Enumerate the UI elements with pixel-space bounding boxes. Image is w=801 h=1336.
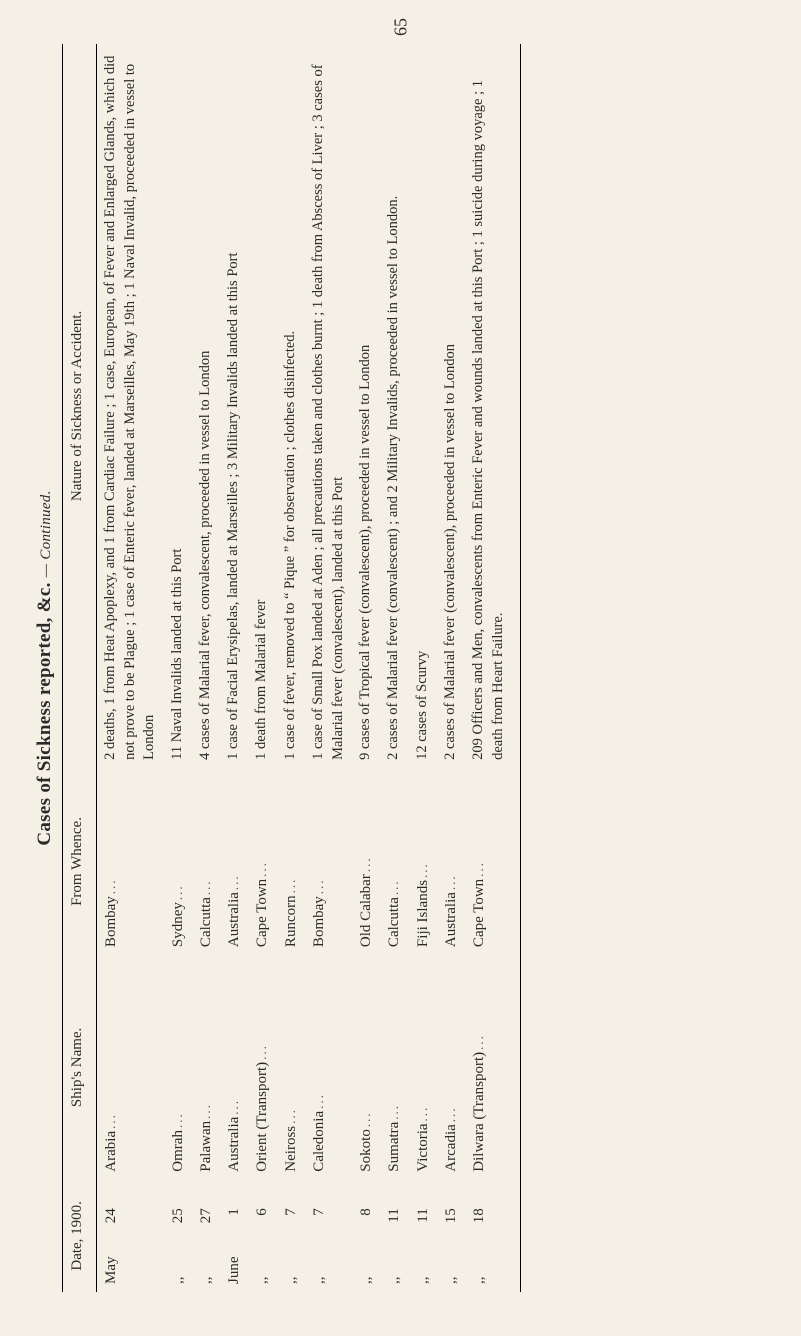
- date-month: ,,: [469, 1236, 489, 1284]
- cell-date: ,, 11: [409, 1180, 437, 1292]
- date-day: 24: [101, 1208, 121, 1232]
- date-month: ,,: [309, 1236, 329, 1284]
- date-day: 18: [469, 1208, 489, 1232]
- cell-nature: 1 case of Small Pox landed at Aden ; all…: [305, 44, 352, 768]
- table-row: ,, 6 Orient (Transport) Cape Town 1 deat…: [248, 44, 276, 1292]
- cell-whence: Australia: [437, 768, 465, 955]
- cell-nature: 1 case of fever, removed to “ Pique ” fo…: [277, 44, 305, 768]
- cell-nature: 2 cases of Malarial fever (convalescent)…: [380, 44, 408, 768]
- date-month: ,,: [252, 1236, 272, 1284]
- cell-date: ,, 7: [305, 1180, 352, 1292]
- header-whence: From Whence.: [63, 768, 97, 955]
- date-day: 8: [356, 1208, 376, 1232]
- date-day: 11: [413, 1208, 433, 1232]
- table-row: ,, 18 Dilwara (Transport) Cape Town 209 …: [465, 44, 512, 1292]
- date-day: 11: [384, 1208, 404, 1232]
- page-number: 65: [390, 18, 411, 36]
- cell-nature: 209 Officers and Men, convalescents from…: [465, 44, 512, 768]
- date-month: June: [224, 1236, 244, 1284]
- cell-ship: Dilwara (Transport): [465, 955, 512, 1180]
- cell-whence: Cape Town: [248, 768, 276, 955]
- table-row: ,, 7 Caledonia Bombay 1 case of Small Po…: [305, 44, 352, 1292]
- cell-date: ,, 18: [465, 1180, 512, 1292]
- cell-ship: Sumatra: [380, 955, 408, 1180]
- header-nature: Nature of Sickness or Accident.: [63, 44, 97, 768]
- title-row: Cases of Sickness reported, &c. — Contin…: [34, 44, 56, 1292]
- cell-whence: Bombay: [97, 768, 164, 955]
- date-day: 1: [224, 1208, 244, 1232]
- cell-date: ,, 7: [277, 1180, 305, 1292]
- table-row: May 24 Arabia Bombay 2 deaths, 1 from He…: [97, 44, 164, 1292]
- table-bottom-rule: [512, 44, 521, 1292]
- cell-whence: Calcutta: [192, 768, 220, 955]
- date-month: ,,: [441, 1236, 461, 1284]
- table-row: ,, 7 Neiross Runcorn 1 case of fever, re…: [277, 44, 305, 1292]
- cell-nature: 2 cases of Malarial fever (convalescent)…: [437, 44, 465, 768]
- table-row: ,, 8 Sokoto Old Calabar 9 cases of Tropi…: [352, 44, 380, 1292]
- page: 65 Cases of Sickness reported, &c. — Con…: [0, 0, 801, 1336]
- date-day: 7: [281, 1208, 301, 1232]
- cell-ship: Victoria: [409, 955, 437, 1180]
- cell-ship: Orient (Transport): [248, 955, 276, 1180]
- cell-ship: Omrah: [164, 955, 192, 1180]
- cell-whence: Australia: [220, 768, 248, 955]
- cell-date: ,, 27: [192, 1180, 220, 1292]
- cell-ship: Arabia: [97, 955, 164, 1180]
- cell-whence: Runcorn: [277, 768, 305, 955]
- table-header-row: Date, 1900. Ship's Name. From Whence. Na…: [63, 44, 97, 1292]
- cell-ship: Australia: [220, 955, 248, 1180]
- report-title: Cases of Sickness reported, &c.: [34, 582, 55, 845]
- cell-ship: Neiross: [277, 955, 305, 1180]
- cell-nature: 12 cases of Scurvy: [409, 44, 437, 768]
- cell-date: ,, 15: [437, 1180, 465, 1292]
- table-row: June 1 Australia Australia 1 case of Fac…: [220, 44, 248, 1292]
- cell-date: ,, 25: [164, 1180, 192, 1292]
- date-month: ,,: [384, 1236, 404, 1284]
- cell-nature: 11 Naval Invalids landed at this Port: [164, 44, 192, 768]
- cell-nature: 2 deaths, 1 from Heat Apoplexy, and 1 fr…: [97, 44, 164, 768]
- cell-ship: Caledonia: [305, 955, 352, 1180]
- table-row: ,, 15 Arcadia Australia 2 cases of Malar…: [437, 44, 465, 1292]
- cell-date: ,, 6: [248, 1180, 276, 1292]
- cell-nature: 9 cases of Tropical fever (convalescent)…: [352, 44, 380, 768]
- date-month: ,,: [413, 1236, 433, 1284]
- cell-whence: Old Calabar: [352, 768, 380, 955]
- date-day: 25: [168, 1208, 188, 1232]
- cell-nature: 1 death from Malarial fever: [248, 44, 276, 768]
- date-month: ,,: [196, 1236, 216, 1284]
- report-title-continued: — Continued.: [38, 490, 54, 577]
- cell-nature: 4 cases of Malarial fever, convalescent,…: [192, 44, 220, 768]
- table-row: ,, 11 Victoria Fiji Islands 12 cases of …: [409, 44, 437, 1292]
- date-day: 15: [441, 1208, 461, 1232]
- cell-date: June 1: [220, 1180, 248, 1292]
- cell-whence: Cape Town: [465, 768, 512, 955]
- date-month: ,,: [356, 1236, 376, 1284]
- header-date: Date, 1900.: [63, 1180, 97, 1292]
- cell-whence: Fiji Islands: [409, 768, 437, 955]
- cell-whence: Bombay: [305, 768, 352, 955]
- cell-ship: Arcadia: [437, 955, 465, 1180]
- cell-whence: Calcutta: [380, 768, 408, 955]
- rotated-table-wrapper: 65 Cases of Sickness reported, &c. — Con…: [0, 0, 801, 1336]
- date-day: 27: [196, 1208, 216, 1232]
- cell-ship: Sokoto: [352, 955, 380, 1180]
- cell-date: May 24: [97, 1180, 164, 1292]
- cell-nature: 1 case of Facial Erysipelas, landed at M…: [220, 44, 248, 768]
- date-month: May: [101, 1236, 121, 1284]
- table-row: ,, 27 Palawan Calcutta 4 cases of Malari…: [192, 44, 220, 1292]
- cell-date: ,, 11: [380, 1180, 408, 1292]
- date-day: 6: [252, 1208, 272, 1232]
- cell-date: ,, 8: [352, 1180, 380, 1292]
- date-month: ,,: [281, 1236, 301, 1284]
- date-month: ,,: [168, 1236, 188, 1284]
- date-day: 7: [309, 1208, 329, 1232]
- header-ship: Ship's Name.: [63, 955, 97, 1180]
- table-row: ,, 11 Sumatra Calcutta 2 cases of Malari…: [380, 44, 408, 1292]
- cell-ship: Palawan: [192, 955, 220, 1180]
- table-body: May 24 Arabia Bombay 2 deaths, 1 from He…: [97, 44, 521, 1292]
- table-row: ,, 25 Omrah Sydney 11 Naval Invalids lan…: [164, 44, 192, 1292]
- cell-whence: Sydney: [164, 768, 192, 955]
- sickness-report-table: Date, 1900. Ship's Name. From Whence. Na…: [62, 44, 521, 1292]
